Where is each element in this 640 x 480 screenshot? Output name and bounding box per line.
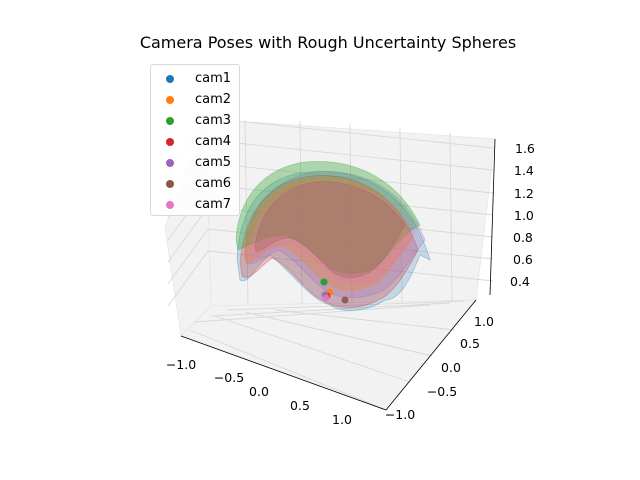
grid-line	[349, 123, 353, 304]
uncertainty-sphere-5	[243, 177, 413, 291]
grid-line	[244, 311, 433, 357]
y-tick-label: 0.0	[441, 360, 461, 375]
grid-line	[167, 228, 209, 285]
x-tick-label: −0.5	[214, 370, 244, 385]
y-tick-label: −1.0	[385, 407, 415, 422]
legend-marker	[166, 117, 174, 125]
grid-line	[207, 184, 494, 216]
camera-points	[320, 278, 349, 304]
grid-lines	[167, 117, 494, 411]
point-cam7	[322, 294, 330, 302]
legend-marker	[166, 159, 174, 167]
y-tick-label: −0.5	[427, 384, 457, 399]
uncertainty-sphere-3	[244, 171, 426, 299]
grid-line	[167, 206, 209, 263]
x-tick-label: −1.0	[166, 357, 196, 372]
legend-marker	[166, 201, 174, 209]
grid-line	[189, 329, 387, 411]
legend-label: cam4	[195, 134, 232, 149]
grid-line	[207, 206, 494, 238]
grid-line	[207, 162, 494, 194]
legend-label: cam2	[195, 92, 232, 107]
x-axis-line	[180, 335, 387, 411]
legend-item-cam5: cam5	[151, 153, 239, 173]
uncertainty-sphere-1	[236, 171, 431, 311]
legend-marker	[166, 75, 174, 83]
z-tick-label: 1.6	[515, 141, 535, 156]
grid-line	[207, 228, 494, 260]
legend-label: cam3	[195, 113, 232, 128]
y-tick-label: 0.5	[460, 336, 480, 351]
uncertainty-surfaces	[235, 161, 431, 311]
z-tick-label: 1.2	[514, 186, 534, 201]
grid-line	[449, 132, 453, 302]
chart-title: Camera Poses with Rough Uncertainty Sphe…	[139, 33, 517, 52]
grid-line	[274, 309, 456, 331]
grid-line	[207, 117, 494, 149]
legend-label: cam5	[195, 155, 232, 170]
legend: cam1 cam2 cam3 cam4 cam5 cam6 cam7	[150, 64, 240, 216]
legend-item-cam1: cam1	[151, 69, 239, 89]
z-axis-line	[489, 138, 496, 296]
grid-line	[226, 300, 466, 311]
legend-item-cam3: cam3	[151, 111, 239, 131]
grid-line	[244, 119, 249, 306]
legend-label: cam7	[195, 197, 232, 212]
y-axis-line	[385, 299, 477, 411]
legend-marker	[166, 138, 174, 146]
tick-labels: −1.0 −0.5 0.0 0.5 1.0 −1.0 −0.5 0.0 0.5 1.0 0.4 0.6…	[166, 138, 535, 427]
z-tick-label: 0.6	[513, 252, 533, 267]
legend-marker	[166, 180, 174, 188]
z-tick-label: 0.4	[510, 274, 530, 289]
legend-label: cam6	[195, 176, 232, 191]
grid-line	[167, 250, 209, 307]
grid-line	[194, 304, 431, 323]
uncertainty-sphere-6	[254, 181, 406, 279]
z-tick-label: 0.8	[513, 230, 533, 245]
y-tick-label: 1.0	[474, 314, 494, 329]
point-cam3	[320, 278, 328, 286]
legend-marker	[166, 96, 174, 104]
grid-line	[207, 250, 494, 282]
legend-item-cam7: cam7	[151, 195, 239, 215]
grid-line	[299, 120, 303, 305]
grid-line	[399, 127, 403, 303]
grid-line	[214, 315, 411, 383]
x-tick-label: 0.0	[249, 384, 269, 399]
x-tick-label: 0.5	[290, 398, 310, 413]
point-cam6	[341, 296, 349, 304]
legend-label: cam1	[195, 71, 232, 86]
uncertainty-sphere-2	[239, 175, 419, 308]
z-tick-label: 1.4	[514, 163, 534, 178]
legend-item-cam4: cam4	[151, 132, 239, 152]
x-tick-label: 1.0	[332, 412, 352, 427]
legend-item-cam2: cam2	[151, 90, 239, 110]
uncertainty-sphere-4	[235, 161, 421, 274]
z-tick-label: 1.0	[514, 208, 534, 223]
grid-line	[207, 139, 494, 171]
uncertainty-sphere-7	[249, 182, 416, 285]
legend-item-cam6: cam6	[151, 174, 239, 194]
